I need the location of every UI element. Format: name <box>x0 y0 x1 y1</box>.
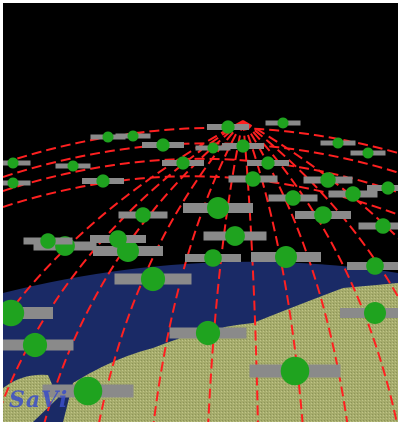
satellite-body <box>109 230 127 248</box>
satellite-body <box>73 376 103 406</box>
satellite-body <box>280 356 310 386</box>
satellite-body <box>67 160 79 172</box>
satellite-body <box>207 142 219 154</box>
satellite-marker <box>340 302 398 324</box>
satellite-body <box>245 171 261 187</box>
render-frame: SaVi <box>3 3 398 422</box>
satellite-marker <box>90 131 126 143</box>
satellite-body <box>140 266 166 292</box>
satellites <box>3 117 398 406</box>
orbit-line <box>3 175 398 216</box>
orbit-line <box>242 120 398 240</box>
satellite-body <box>96 174 110 188</box>
satellite-marker <box>162 156 204 170</box>
satellite-marker <box>265 117 301 129</box>
satellite-body <box>375 218 391 234</box>
landmass <box>63 283 398 422</box>
satellite-body <box>364 302 386 324</box>
satellite-marker <box>23 233 73 249</box>
satellite-marker <box>118 207 168 223</box>
satellite-body <box>285 190 301 206</box>
orbit-line <box>43 120 244 422</box>
satellite-marker <box>328 186 378 202</box>
orbit-scene <box>3 117 398 422</box>
satellite-marker <box>169 320 247 346</box>
satellite-body <box>366 257 384 275</box>
satellite-body <box>314 206 332 224</box>
satellite-marker <box>183 197 253 219</box>
satellite-body <box>195 320 221 346</box>
satellite-marker <box>320 137 356 149</box>
satellite-marker <box>207 120 249 134</box>
satellite-body <box>261 156 275 170</box>
satellite-body <box>221 120 235 134</box>
satellite-body <box>225 226 245 246</box>
satellite-marker <box>203 226 267 246</box>
satellite-marker <box>295 206 351 224</box>
watermark: SaVi <box>9 387 69 413</box>
satellite-marker <box>185 249 241 267</box>
satellite-marker <box>358 218 398 234</box>
satellite-marker <box>303 172 353 188</box>
orbit-line <box>3 120 244 404</box>
satellite-marker <box>55 160 91 172</box>
satellite-marker <box>367 181 398 195</box>
satellite-body <box>127 130 139 142</box>
satellite-body <box>332 137 344 149</box>
orbit-line <box>152 120 244 422</box>
orbit-line <box>3 120 244 323</box>
satellite-marker <box>90 230 146 248</box>
satellite-marker <box>3 157 31 169</box>
satellite-body <box>22 332 48 358</box>
satellite-marker <box>249 356 341 386</box>
satellite-body <box>236 139 250 153</box>
orbit-line <box>242 120 398 299</box>
satellite-body <box>320 172 336 188</box>
satellite-marker <box>142 138 184 152</box>
satellite-marker <box>115 130 151 142</box>
satellite-body <box>40 233 56 249</box>
satellite-body <box>156 138 170 152</box>
satellite-body <box>102 131 114 143</box>
satellite-marker <box>350 147 386 159</box>
satellite-marker <box>3 177 31 189</box>
orbit-line <box>98 120 244 422</box>
satellite-marker <box>347 257 398 275</box>
satellite-body <box>362 147 374 159</box>
satellite-body <box>204 249 222 267</box>
satellite-body <box>381 181 395 195</box>
satellite-marker <box>247 156 289 170</box>
satellite-marker <box>222 139 264 153</box>
satellite-marker <box>195 142 231 154</box>
satellite-marker <box>228 171 278 187</box>
satellite-marker <box>42 376 134 406</box>
satellite-body <box>7 177 19 189</box>
satellite-marker <box>3 332 74 358</box>
satellite-body <box>345 186 361 202</box>
orbit-line <box>3 142 398 178</box>
satellite-body <box>207 197 229 219</box>
satellite-body <box>135 207 151 223</box>
satellite-marker <box>3 299 53 327</box>
satellite-body <box>277 117 289 129</box>
satellite-marker <box>114 266 192 292</box>
orbit-line <box>242 120 398 422</box>
satellite-marker <box>268 190 318 206</box>
satellite-body <box>176 156 190 170</box>
satellite-body <box>3 299 25 327</box>
orbit-line <box>3 126 398 164</box>
satellite-body <box>275 246 297 268</box>
satellite-marker <box>82 174 124 188</box>
satellite-body <box>7 157 19 169</box>
satellite-marker <box>251 246 321 268</box>
